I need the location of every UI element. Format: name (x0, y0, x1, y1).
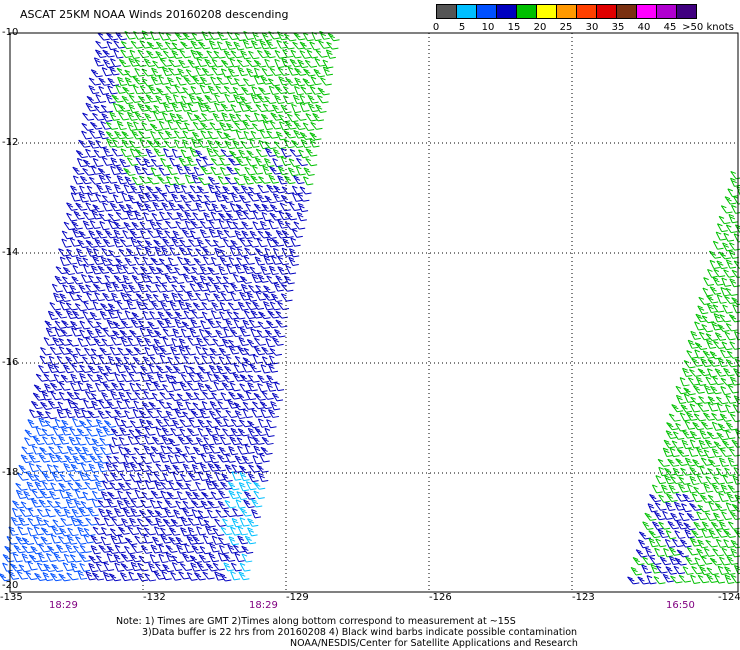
legend-swatch (556, 4, 577, 19)
legend-label: 40 (637, 22, 651, 33)
lon-label-123: -123 (572, 592, 595, 603)
pass-time-3: 16:50 (666, 600, 695, 611)
legend-swatch (516, 4, 537, 19)
legend-label: 10 (481, 22, 495, 33)
legend-swatch (436, 4, 457, 19)
legend-swatch (596, 4, 617, 19)
note-line-1: Note: 1) Times are GMT 2)Times along bot… (116, 616, 516, 627)
note-line-2: 3)Data buffer is 22 hrs from 20160208 4)… (142, 627, 578, 638)
legend-label: 25 (559, 22, 573, 33)
lat-label-16: -16 (2, 357, 19, 368)
lat-label-14: -14 (2, 247, 19, 258)
lon-label-126: -126 (429, 592, 452, 603)
lat-lon-grid (9, 32, 739, 593)
lat-label-20: -20 (2, 580, 19, 591)
legend-label: 15 (507, 22, 521, 33)
legend-label: 20 (533, 22, 547, 33)
legend-label: >50 knots (682, 22, 734, 33)
lat-label-18: -18 (2, 467, 19, 478)
legend-swatch (576, 4, 597, 19)
lat-label-12: -12 (2, 137, 19, 148)
lon-label-135: -135 (0, 592, 23, 603)
wind-barbs (0, 30, 740, 585)
legend-swatch (676, 4, 697, 19)
pass-time-1: 18:29 (49, 600, 78, 611)
lon-label-124: -124 (718, 592, 740, 603)
lon-label-129: -129 (286, 592, 309, 603)
legend-label: 45 (663, 22, 677, 33)
note-line-3: NOAA/NESDIS/Center for Satellite Applica… (290, 638, 578, 649)
legend-label: 35 (611, 22, 625, 33)
map-title: ASCAT 25KM NOAA Winds 20160208 descendin… (20, 8, 289, 21)
legend-swatch (656, 4, 677, 19)
legend-label: 0 (432, 22, 440, 33)
lat-label-10: -10 (2, 27, 19, 38)
legend-swatch (616, 4, 637, 19)
legend-label: 5 (458, 22, 466, 33)
legend-label: 30 (585, 22, 599, 33)
legend-swatch (496, 4, 517, 19)
legend-swatch (636, 4, 657, 19)
pass-time-2: 18:29 (249, 600, 278, 611)
legend-swatch (476, 4, 497, 19)
legend-swatch (456, 4, 477, 19)
legend-swatch (536, 4, 557, 19)
lon-label-132: -132 (143, 592, 166, 603)
